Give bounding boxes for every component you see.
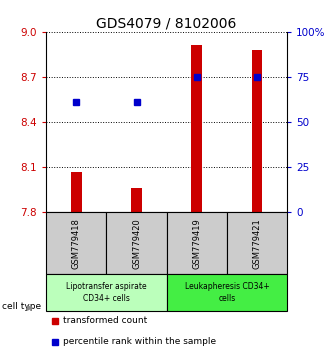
Title: GDS4079 / 8102006: GDS4079 / 8102006 bbox=[96, 17, 237, 31]
Text: percentile rank within the sample: percentile rank within the sample bbox=[63, 337, 216, 346]
Bar bbox=[191, 45, 202, 212]
Bar bbox=[251, 50, 262, 212]
Text: cell type: cell type bbox=[2, 302, 41, 311]
Text: GSM779420: GSM779420 bbox=[132, 218, 141, 269]
Bar bbox=[46, 274, 167, 311]
Bar bbox=[71, 172, 82, 212]
Text: ▶: ▶ bbox=[27, 303, 34, 312]
Text: GSM779419: GSM779419 bbox=[192, 218, 201, 269]
Text: GSM779418: GSM779418 bbox=[72, 218, 81, 269]
Bar bbox=[167, 274, 287, 311]
Bar bbox=[106, 212, 167, 274]
Bar bbox=[46, 212, 106, 274]
Text: Leukapheresis CD34+
cells: Leukapheresis CD34+ cells bbox=[184, 282, 269, 303]
Text: transformed count: transformed count bbox=[63, 316, 147, 325]
Bar bbox=[167, 212, 227, 274]
Text: GSM779421: GSM779421 bbox=[252, 218, 261, 269]
Bar bbox=[131, 188, 142, 212]
Bar bbox=[227, 212, 287, 274]
Text: Lipotransfer aspirate
CD34+ cells: Lipotransfer aspirate CD34+ cells bbox=[66, 282, 147, 303]
